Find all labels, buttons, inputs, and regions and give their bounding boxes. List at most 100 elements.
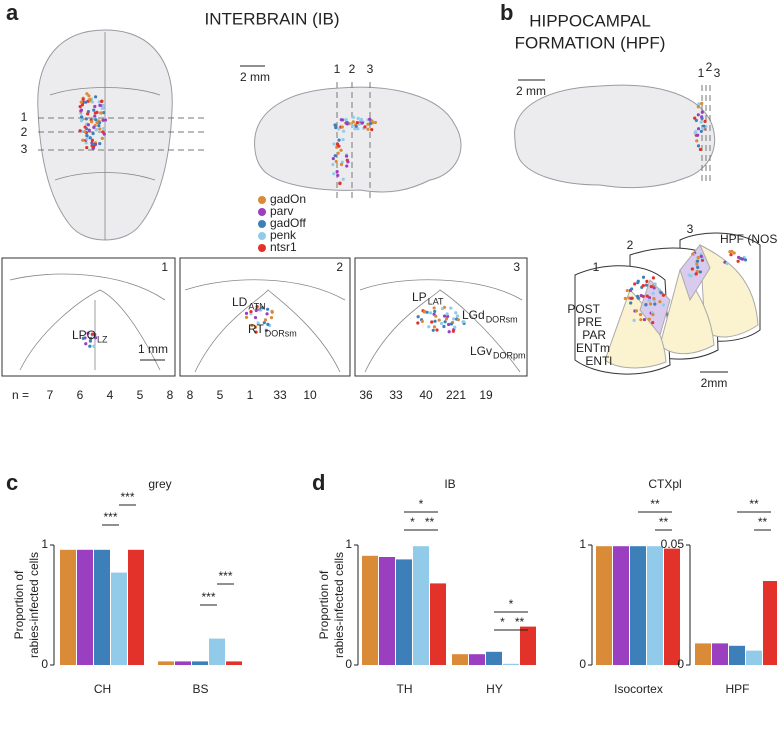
- labeled-cell: [99, 111, 103, 115]
- section-number: 3: [21, 142, 28, 156]
- region-label: HPF (NOS): [720, 232, 777, 246]
- labeled-cell: [645, 294, 649, 298]
- labeled-cell: [102, 110, 106, 115]
- labeled-cell: [699, 120, 703, 124]
- labeled-cell: [445, 312, 449, 316]
- legend-swatch: [258, 244, 266, 252]
- labeled-cell: [700, 101, 704, 106]
- labeled-cell: [93, 333, 97, 337]
- labeled-cell: [658, 300, 662, 304]
- labeled-cell: [335, 170, 339, 174]
- brain-sagittal: [514, 84, 716, 189]
- labeled-cell: [452, 317, 456, 321]
- labeled-cell: [346, 160, 350, 164]
- count: 40: [419, 388, 433, 402]
- labeled-cell: [694, 272, 698, 276]
- chart-title: CTXpl: [648, 477, 681, 491]
- section-number: 2: [349, 62, 356, 76]
- labeled-cell: [338, 181, 342, 186]
- labeled-cell: [266, 307, 270, 311]
- section-number: 2: [706, 60, 713, 74]
- region-sub: DORsm: [486, 314, 518, 324]
- labeled-cell: [340, 125, 344, 129]
- labeled-cell: [244, 311, 249, 315]
- labeled-cell: [437, 318, 441, 322]
- labeled-cell: [79, 108, 84, 112]
- labeled-cell: [701, 127, 705, 131]
- labeled-cell: [101, 106, 105, 110]
- scale-label: 2mm: [701, 376, 728, 390]
- labeled-cell: [100, 99, 104, 103]
- labeled-cell: [269, 316, 274, 320]
- labeled-cell: [244, 315, 249, 319]
- section-number: 1: [161, 260, 168, 274]
- section-box: [1, 257, 176, 377]
- region-sub: LAT: [428, 296, 444, 306]
- section-number: 1: [593, 260, 600, 274]
- labeled-cell: [85, 92, 89, 96]
- labeled-cell: [693, 116, 697, 120]
- labeled-cell: [700, 116, 704, 121]
- labeled-cell: [639, 318, 643, 322]
- labeled-cell: [84, 141, 88, 145]
- labeled-cell: [256, 321, 260, 325]
- labeled-cell: [92, 108, 96, 112]
- count: 5: [137, 388, 144, 402]
- labeled-cell: [98, 127, 102, 131]
- counts-label: n =: [12, 388, 29, 402]
- labeled-cell: [425, 310, 429, 314]
- labeled-cell: [647, 317, 651, 321]
- region-label: LPO: [72, 328, 96, 342]
- labeled-cell: [430, 320, 434, 324]
- labeled-cell: [636, 280, 640, 285]
- labeled-cell: [702, 124, 706, 128]
- labeled-cell: [696, 105, 700, 109]
- labeled-cell: [661, 303, 666, 307]
- labeled-cell: [84, 117, 88, 121]
- labeled-cell: [98, 142, 102, 146]
- labeled-cell: [356, 116, 360, 120]
- labeled-cell: [270, 309, 274, 314]
- labeled-cell: [90, 138, 95, 142]
- labeled-cell: [366, 127, 370, 131]
- labeled-cell: [342, 129, 346, 133]
- labeled-cell: [85, 137, 89, 141]
- labeled-cell: [653, 302, 657, 306]
- labeled-cell: [696, 255, 700, 260]
- labeled-cell: [363, 125, 367, 129]
- labeled-cell: [253, 325, 258, 329]
- labeled-cell: [332, 142, 336, 146]
- labeled-cell: [446, 314, 450, 319]
- labeled-cell: [648, 302, 653, 306]
- region-sub: DORsm: [265, 328, 297, 338]
- labeled-cell: [625, 288, 629, 293]
- labeled-cell: [93, 114, 97, 118]
- labeled-cell: [93, 142, 98, 146]
- labeled-cell: [249, 309, 253, 314]
- labeled-cell: [451, 329, 455, 333]
- sig-label: *: [419, 497, 424, 511]
- labeled-cell: [79, 119, 84, 123]
- labeled-cell: [696, 265, 700, 269]
- labeled-cell: [623, 296, 627, 301]
- labeled-cell: [651, 321, 655, 325]
- labeled-cell: [331, 162, 335, 167]
- sig-label: ***: [201, 590, 215, 604]
- count: 10: [303, 388, 317, 402]
- labeled-cell: [444, 317, 449, 321]
- labeled-cell: [644, 303, 648, 307]
- labeled-cell: [259, 308, 263, 312]
- bar: [664, 548, 680, 665]
- labeled-cell: [695, 139, 699, 143]
- section-number: 3: [513, 260, 520, 274]
- labeled-cell: [453, 325, 457, 329]
- labeled-cell: [366, 122, 370, 126]
- labeled-cell: [449, 306, 453, 310]
- labeled-cell: [641, 275, 646, 279]
- legend-label: parv: [270, 204, 293, 218]
- labeled-cell: [630, 287, 634, 291]
- labeled-cell: [434, 314, 438, 318]
- section-number: 1: [334, 62, 341, 76]
- legend-label: ntsr1: [270, 240, 297, 254]
- bar: [695, 643, 711, 665]
